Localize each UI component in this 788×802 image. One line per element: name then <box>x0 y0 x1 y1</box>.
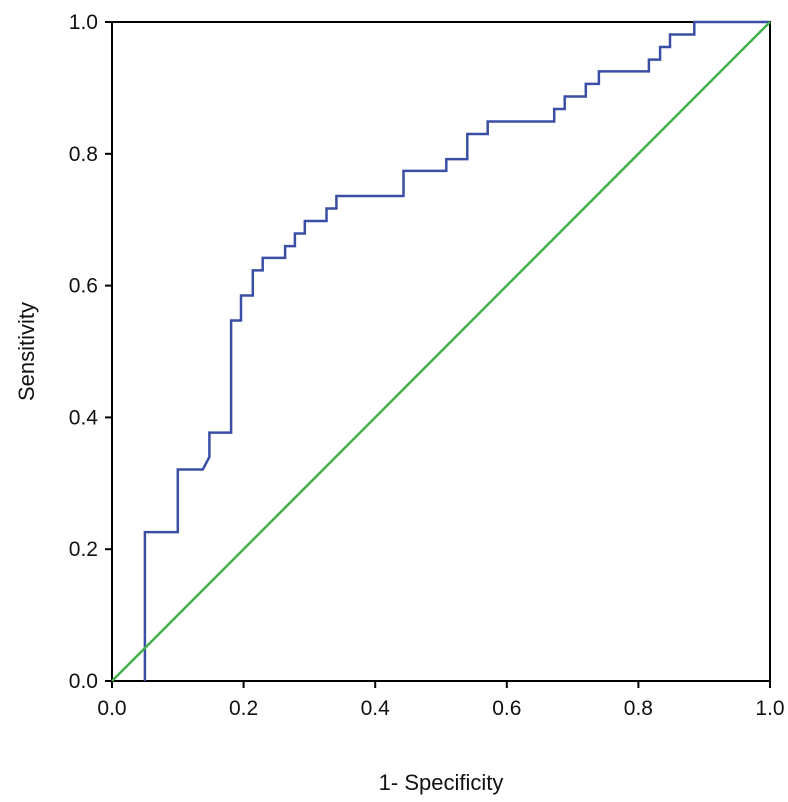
x-axis-ticks: 0.0 0.2 0.4 0.6 0.8 1.0 <box>97 681 785 720</box>
y-tick-label: 0.0 <box>69 670 98 693</box>
x-tick-label: 1.0 <box>755 697 784 720</box>
roc-curve-line <box>143 20 770 681</box>
y-tick-label: 0.8 <box>69 143 98 166</box>
x-tick-label: 0.0 <box>97 697 126 720</box>
y-tick-label: 0.4 <box>69 406 99 429</box>
chart-series <box>111 20 771 682</box>
y-tick-label: 0.2 <box>69 538 98 561</box>
x-axis-title: 1- Specificity <box>379 770 504 795</box>
y-axis-title: Sensitivity <box>14 302 39 401</box>
x-tick-label: 0.4 <box>361 697 391 720</box>
y-tick-label: 0.6 <box>69 275 98 298</box>
y-axis-ticks: 0.0 0.2 0.4 0.6 0.8 1.0 <box>69 11 112 693</box>
x-tick-label: 0.2 <box>229 697 258 720</box>
plot-frame <box>111 21 771 682</box>
y-tick-label: 1.0 <box>69 11 98 34</box>
reference-diagonal-line <box>111 21 771 682</box>
x-tick-label: 0.6 <box>492 697 521 720</box>
x-tick-label: 0.8 <box>624 697 653 720</box>
